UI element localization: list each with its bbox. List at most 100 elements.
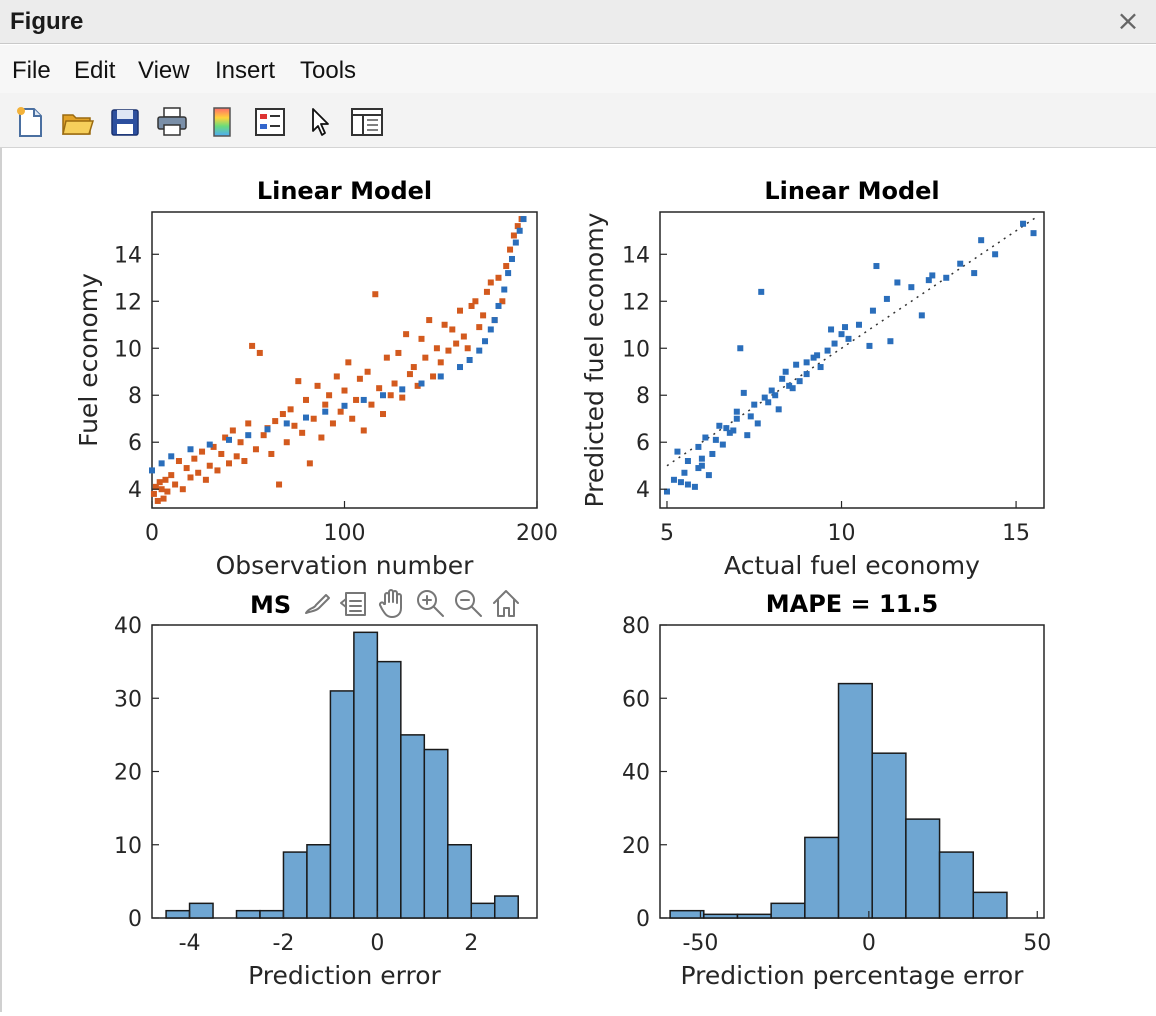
data-point: [845, 335, 852, 342]
menu-file[interactable]: File: [12, 57, 51, 84]
axes-box-1[interactable]: [151, 211, 538, 509]
data-point: [918, 312, 925, 319]
y-tick-label: 40: [114, 614, 142, 639]
data-point: [758, 288, 765, 295]
data-point: [249, 342, 256, 349]
data-point: [698, 462, 705, 469]
zoom-out-icon[interactable]: [452, 587, 484, 619]
histogram-bar: [871, 752, 907, 919]
data-point: [299, 429, 306, 436]
axes-box-2[interactable]: [659, 211, 1045, 509]
data-point: [883, 295, 890, 302]
sign: [422, 595, 432, 605]
histogram-bar: [669, 909, 705, 919]
data-point: [406, 371, 413, 378]
insert-colorbar-icon[interactable]: [205, 105, 239, 139]
data-point: [702, 434, 709, 441]
menu-tools[interactable]: Tools: [300, 57, 357, 84]
data-point: [501, 286, 508, 293]
x-tick-label: -50: [682, 931, 718, 956]
data-point: [437, 373, 444, 380]
data-point: [206, 441, 213, 448]
data-point: [487, 279, 494, 286]
data-point: [772, 392, 779, 399]
data-point: [206, 462, 213, 469]
y-axis-label: Predicted fuel economy: [580, 212, 609, 507]
data-point: [318, 434, 325, 441]
new-figure-icon[interactable]: [13, 105, 47, 139]
data-point: [476, 347, 483, 354]
data-point: [164, 488, 171, 495]
y-tick-label: 80: [622, 614, 650, 639]
save-icon[interactable]: [108, 105, 142, 139]
data-point: [279, 411, 286, 418]
close-icon[interactable]: ×: [1116, 4, 1140, 37]
histogram-bar: [329, 690, 355, 919]
data-point: [179, 486, 186, 493]
window-title: Figure: [10, 8, 84, 35]
data-point: [187, 446, 194, 453]
property-inspector-icon[interactable]: [350, 105, 384, 139]
data-point: [210, 443, 217, 450]
x-tick-label: 15: [1002, 521, 1030, 546]
menu-view[interactable]: View: [138, 57, 190, 84]
data-point: [233, 453, 240, 460]
data-point: [360, 427, 367, 434]
open-file-icon[interactable]: [60, 105, 94, 139]
data-point: [691, 483, 698, 490]
chart-title: MAPE = 11.5: [766, 590, 938, 618]
data-point: [158, 486, 165, 493]
data-point: [747, 413, 754, 420]
print-icon[interactable]: [155, 105, 189, 139]
data-point: [1020, 220, 1027, 227]
data-point: [768, 387, 775, 394]
zoom-in-icon[interactable]: [414, 587, 446, 619]
histogram-bar: [938, 851, 975, 919]
reference-line-y-equals-x: [666, 216, 1038, 467]
y-tick-label: 20: [622, 834, 650, 859]
data-point: [495, 274, 502, 281]
data-point: [824, 347, 831, 354]
insert-legend-icon[interactable]: [253, 105, 287, 139]
data-point: [817, 364, 824, 371]
data-point: [992, 251, 999, 258]
data-point: [422, 354, 429, 361]
x-axis-label: Prediction error: [248, 961, 441, 990]
y-tick-label: 20: [114, 761, 142, 786]
histogram-bar: [470, 902, 496, 919]
data-point: [154, 497, 161, 504]
data-point: [191, 455, 198, 462]
data-point: [457, 307, 463, 314]
y-tick-label: 0: [128, 907, 142, 932]
data-point: [894, 279, 901, 286]
data-point: [395, 349, 402, 356]
restore-view-icon[interactable]: [490, 587, 522, 619]
pan-icon[interactable]: [376, 587, 408, 619]
data-point: [183, 465, 190, 472]
data-point: [418, 380, 425, 387]
menu-insert[interactable]: Insert: [215, 57, 276, 84]
brush-icon[interactable]: [300, 587, 332, 619]
data-point: [353, 396, 360, 403]
y-tick-label: 10: [622, 337, 650, 362]
data-point: [705, 472, 712, 479]
data-point: [466, 357, 473, 363]
data-point: [237, 439, 244, 446]
data-point: [453, 340, 460, 347]
handle: [471, 606, 482, 617]
data-point: [957, 260, 964, 267]
data-tips-icon[interactable]: [338, 587, 370, 619]
hand-shape: [378, 589, 402, 618]
edit-plot-pointer-icon[interactable]: [303, 105, 337, 139]
data-point: [512, 239, 519, 246]
data-point: [740, 389, 747, 396]
menu-edit[interactable]: Edit: [74, 57, 116, 84]
data-point: [460, 333, 467, 340]
data-point: [383, 354, 390, 361]
data-point: [491, 317, 498, 324]
data-point: [684, 481, 691, 488]
data-point: [483, 288, 490, 295]
data-point: [156, 479, 163, 486]
data-point: [828, 326, 835, 333]
